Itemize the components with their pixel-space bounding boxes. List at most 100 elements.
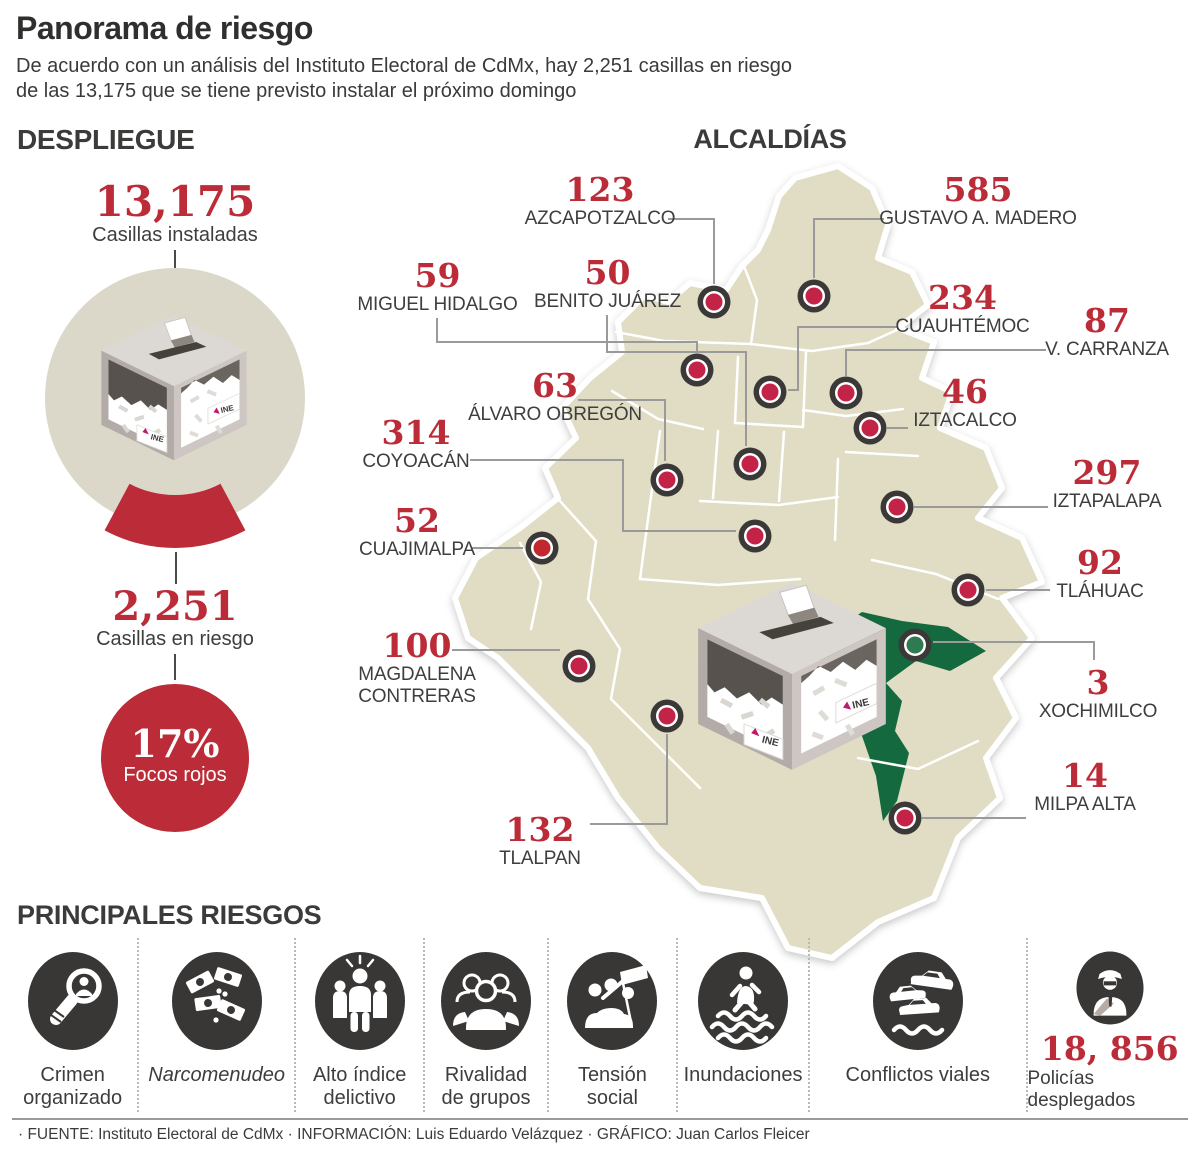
- map-marker: [650, 463, 684, 497]
- risk-label: Alto índice delictivo: [312, 1064, 407, 1109]
- risk-label: Rivalidad de grupos: [441, 1064, 531, 1109]
- alcaldia-name: AZCAPOTZALCO: [524, 208, 676, 229]
- alcaldia-value: 132: [505, 810, 575, 849]
- map-marker: [697, 285, 731, 319]
- map-marker: [680, 353, 714, 387]
- alcaldia-value: 63: [532, 366, 578, 405]
- focos-rojos-circle: 17% Focos rojos: [101, 684, 249, 832]
- alcaldia-value: 52: [394, 501, 440, 540]
- alcaldia-name: MILPA ALTA: [1034, 794, 1136, 815]
- cdmx-map: [436, 163, 1095, 961]
- alcaldia-label-benito-juarez: 50 BENITO JUÁREZ: [515, 255, 700, 313]
- map-marker: [853, 411, 887, 445]
- alcaldia-label-magdalena-contreras: 100 MAGDALENA CONTRERAS: [346, 628, 488, 708]
- risk-label: Tensión social: [577, 1064, 647, 1109]
- alcaldia-label-miguel-hidalgo: 59 MIGUEL HIDALGO: [345, 258, 530, 316]
- alcaldia-label-cuajimalpa: 52 CUAJIMALPA: [325, 503, 509, 561]
- magnifier-person-icon: [27, 952, 118, 1050]
- alcaldia-name: IZTACALCO: [913, 410, 1017, 431]
- money-hands-icon: [171, 952, 262, 1050]
- alcaldia-name: COYOACÁN: [362, 451, 470, 472]
- traffic-cars-icon: [872, 952, 963, 1050]
- map-marker: [880, 490, 914, 524]
- alcaldia-name: TLÁHUAC: [1056, 581, 1144, 602]
- alcaldia-label-cuauhtemoc: 234 CUAUHTÉMOC: [870, 280, 1055, 338]
- protest-flag-icon: [567, 952, 658, 1050]
- risk-value: 2,251: [112, 583, 238, 630]
- police-officer-icon: [1076, 951, 1144, 1025]
- risk-item-policias-desplegados: 18, 856 Policías desplegados: [1028, 938, 1193, 1112]
- alcaldia-name: XOCHIMILCO: [1038, 701, 1158, 722]
- section-title-alcaldias: ALCALDÍAS: [693, 124, 847, 154]
- police-label: Policías desplegados: [1027, 1068, 1136, 1111]
- alcaldia-name: V. CARRANZA: [1045, 339, 1169, 360]
- installed-label: Casillas instaladas: [92, 224, 258, 246]
- risk-stat: 2,251 Casillas en riesgo: [0, 583, 350, 651]
- alcaldia-label-coyoacan: 314 COYOACÁN: [325, 415, 507, 473]
- map-marker: [525, 531, 559, 565]
- alcaldia-label-tlahuac: 92 TLÁHUAC: [1018, 545, 1182, 603]
- police-count: 18, 856: [1040, 1029, 1179, 1068]
- risk-label: Crimen organizado: [23, 1064, 123, 1109]
- alcaldia-label-iztacalco: 46 IZTACALCO: [880, 374, 1050, 432]
- alcaldia-name: ÁLVARO OBREGÓN: [468, 404, 642, 425]
- alcaldia-name: TLALPAN: [499, 848, 581, 869]
- people-alert-icon: [314, 952, 405, 1050]
- alcaldia-label-gustavo-a-madero: 585 GUSTAVO A. MADERO: [878, 172, 1078, 230]
- alcaldia-name: BENITO JUÁREZ: [534, 291, 681, 312]
- group-rivalry-icon: [441, 952, 532, 1050]
- risk-label: Inundaciones: [683, 1064, 803, 1086]
- risk-item-tension-social: Tensión social: [549, 938, 679, 1112]
- alcaldia-label-azcapotzalco: 123 AZCAPOTZALCO: [505, 172, 695, 230]
- alcaldia-value: 585: [943, 170, 1013, 209]
- map-markers: [525, 279, 985, 835]
- alcaldia-value: 297: [1072, 453, 1142, 492]
- alcaldia-name: GUSTAVO A. MADERO: [879, 208, 1077, 229]
- alcaldia-value: 3: [1086, 663, 1110, 702]
- alcaldia-label-tlalpan: 132 TLALPAN: [448, 812, 632, 870]
- alcaldia-value: 14: [1062, 756, 1108, 795]
- risk-item-crimen-organizado: Crimen organizado: [8, 938, 140, 1112]
- footer-divider: [12, 1118, 1188, 1120]
- map-marker: [738, 519, 772, 553]
- map-marker: [650, 699, 684, 733]
- alcaldia-value: 59: [414, 256, 461, 295]
- alcaldia-name: CUAUHTÉMOC: [895, 316, 1030, 337]
- section-title-riesgos: PRINCIPALES RIESGOS: [17, 900, 322, 930]
- alcaldia-value: 87: [1084, 301, 1130, 340]
- alcaldia-name: CUAJIMALPA: [359, 539, 475, 560]
- alcaldia-name: MIGUEL HIDALGO: [357, 294, 518, 315]
- risk-item-alto-indice-delictivo: Alto índice delictivo: [296, 938, 426, 1112]
- risk-item-conflictos-viales: Conflictos viales: [810, 938, 1028, 1112]
- map-marker: [562, 649, 596, 683]
- percent-value: 17%: [130, 721, 220, 766]
- installed-stat: 13,175 Casillas instaladas: [0, 177, 350, 247]
- alcaldia-label-v-carranza: 87 V. CARRANZA: [1024, 303, 1190, 361]
- alcaldia-value: 314: [381, 413, 451, 452]
- risk-item-narcomenudeo: Narcomenudeo: [139, 938, 296, 1112]
- subtitle-line-2: de las 13,175 que se tiene previsto inst…: [16, 80, 577, 102]
- risk-wedge-17pct: [104, 483, 246, 548]
- risk-item-rivalidad-de-grupos: Rivalidad de grupos: [425, 938, 549, 1112]
- risk-label: Casillas en riesgo: [96, 628, 254, 650]
- alcaldia-name: IZTAPALAPA: [1052, 491, 1162, 512]
- map-marker: [888, 801, 922, 835]
- alcaldia-value: 234: [928, 278, 997, 317]
- alcaldia-value: 46: [942, 372, 988, 411]
- flood-icon: [698, 952, 789, 1050]
- principal-risks-strip: Crimen organizado Narcomenudeo Alto índi…: [8, 938, 1192, 1112]
- page-title: Panorama de riesgo: [16, 10, 313, 46]
- map-marker: [733, 447, 767, 481]
- map-marker: [797, 279, 831, 313]
- label-connectors: [436, 218, 1095, 825]
- alcaldia-value: 123: [565, 170, 635, 209]
- installed-value: 13,175: [94, 177, 256, 226]
- map-marker: [951, 573, 985, 607]
- alcaldia-label-milpa-alta: 14 MILPA ALTA: [1002, 758, 1168, 816]
- alcaldia-value: 100: [382, 626, 452, 665]
- subtitle-line-1: De acuerdo con un análisis del Instituto…: [16, 55, 792, 77]
- risk-label: Conflictos viales: [845, 1064, 991, 1086]
- alcaldia-label-iztapalapa: 297 IZTAPALAPA: [1020, 455, 1194, 513]
- alcaldia-label-alvaro-obregon: 63 ÁLVARO OBREGÓN: [460, 368, 650, 426]
